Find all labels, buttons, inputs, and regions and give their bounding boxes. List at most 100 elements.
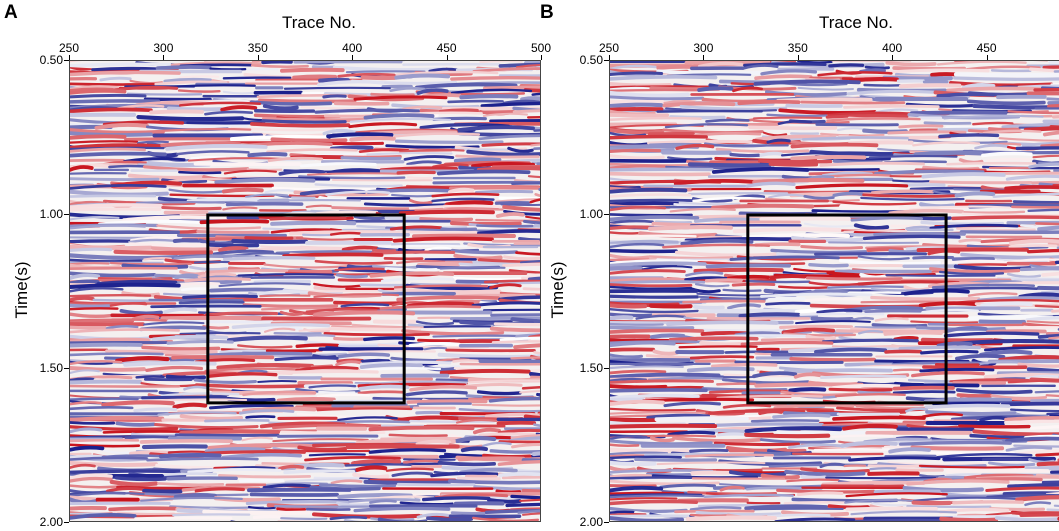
reflector-event bbox=[161, 178, 208, 184]
reflector-event bbox=[457, 456, 526, 462]
reflector-event bbox=[1052, 183, 1059, 187]
reflector-event bbox=[977, 296, 1059, 302]
reflector-event bbox=[610, 283, 693, 288]
reflector-event bbox=[610, 253, 650, 260]
reflector-event bbox=[70, 184, 167, 190]
reflector-event bbox=[1040, 86, 1059, 90]
reflector-event bbox=[246, 68, 279, 71]
reflector-event bbox=[521, 512, 540, 516]
reflector-event bbox=[70, 293, 152, 298]
reflector-event bbox=[208, 242, 260, 248]
reflector-event bbox=[143, 321, 205, 326]
reflector-event bbox=[519, 498, 540, 502]
reflector-event bbox=[517, 509, 540, 514]
y-tick bbox=[604, 522, 609, 523]
reflector-event bbox=[140, 496, 243, 502]
reflector-event bbox=[160, 392, 240, 397]
reflector-event bbox=[1025, 374, 1059, 380]
reflector-event bbox=[699, 341, 744, 347]
reflector-event bbox=[503, 255, 540, 261]
reflector-event bbox=[70, 271, 157, 278]
reflector-event bbox=[666, 320, 779, 327]
reflector-event bbox=[70, 325, 107, 330]
reflector-event bbox=[610, 205, 667, 212]
reflector-event bbox=[478, 134, 540, 141]
reflector-event bbox=[853, 223, 890, 231]
reflector-event bbox=[493, 322, 540, 327]
reflector-event bbox=[388, 433, 448, 438]
reflector-event bbox=[512, 106, 540, 112]
reflector-event bbox=[314, 183, 403, 188]
reflector-event bbox=[910, 320, 979, 324]
reflector-event bbox=[193, 161, 302, 167]
reflector-event bbox=[684, 453, 775, 458]
reflector-event bbox=[610, 479, 720, 486]
reflector-event bbox=[421, 496, 491, 502]
x-tick-label: 250 bbox=[598, 41, 620, 55]
reflector-event bbox=[533, 423, 540, 427]
reflector-event bbox=[684, 236, 792, 243]
reflector-event bbox=[610, 451, 669, 456]
reflector-event bbox=[860, 300, 949, 304]
reflector-event bbox=[502, 204, 540, 212]
x-tick bbox=[986, 55, 988, 60]
reflector-event bbox=[953, 72, 1059, 78]
reflector-event bbox=[247, 487, 352, 493]
reflector-event bbox=[329, 231, 361, 236]
x-tick bbox=[541, 55, 542, 60]
reflector-event bbox=[610, 102, 664, 109]
reflector-event bbox=[610, 148, 662, 153]
reflector-event bbox=[949, 80, 1054, 88]
reflector-event bbox=[693, 304, 725, 310]
reflector-event bbox=[885, 61, 937, 67]
reflector-event bbox=[245, 500, 350, 505]
reflector-event bbox=[1016, 449, 1059, 456]
reflector-event bbox=[958, 158, 984, 165]
reflector-event bbox=[70, 352, 164, 357]
reflector-event bbox=[70, 443, 141, 448]
reflector-event bbox=[795, 183, 909, 190]
reflector-event bbox=[519, 390, 540, 394]
reflector-event bbox=[704, 278, 743, 283]
reflector-event bbox=[884, 454, 937, 458]
reflector-event bbox=[513, 343, 540, 350]
reflector-event bbox=[70, 215, 120, 221]
reflector-event bbox=[694, 283, 730, 288]
reflector-event bbox=[70, 93, 147, 99]
reflector-event bbox=[1050, 470, 1059, 475]
x-tick bbox=[69, 55, 70, 60]
reflector-event bbox=[753, 79, 861, 86]
reflector-event bbox=[109, 479, 159, 487]
reflector-event bbox=[307, 172, 399, 176]
reflector-event bbox=[401, 105, 443, 111]
reflector-event bbox=[406, 176, 433, 180]
reflector-event bbox=[308, 453, 366, 457]
y-tick bbox=[604, 368, 609, 369]
reflector-event bbox=[821, 171, 873, 177]
reflector-event bbox=[998, 355, 1059, 363]
reflector-event bbox=[363, 336, 415, 342]
reflector-event bbox=[522, 287, 540, 291]
reflector-event bbox=[693, 267, 784, 274]
reflector-event bbox=[172, 513, 251, 517]
reflector-event bbox=[218, 246, 249, 253]
reflector-event bbox=[685, 515, 777, 521]
reflector-event bbox=[647, 376, 724, 381]
reflector-event bbox=[610, 439, 713, 446]
reflector-event bbox=[318, 77, 350, 83]
reflector-event bbox=[70, 282, 181, 289]
reflector-event bbox=[318, 483, 397, 488]
reflector-event bbox=[843, 464, 867, 468]
reflector-event bbox=[678, 345, 758, 349]
reflector-event bbox=[399, 501, 454, 506]
reflector-event bbox=[183, 385, 207, 391]
reflector-event bbox=[1030, 398, 1059, 403]
reflector-event bbox=[416, 261, 461, 268]
reflector-event bbox=[745, 279, 811, 284]
reflector-event bbox=[439, 368, 531, 375]
reflector-event bbox=[178, 300, 245, 305]
reflector-event bbox=[105, 349, 218, 355]
reflector-event bbox=[945, 473, 984, 477]
reflector-event bbox=[209, 67, 247, 71]
reflector-event bbox=[154, 423, 259, 430]
